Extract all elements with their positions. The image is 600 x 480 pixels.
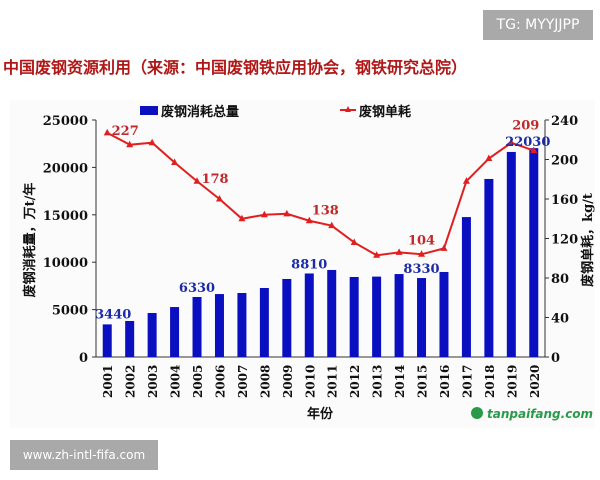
x-tick-label: 2014	[393, 365, 407, 398]
y-tick-label: 0	[79, 351, 88, 366]
line-value-label: 209	[512, 119, 539, 134]
line-marker-2012	[350, 238, 358, 245]
y-tick-label: 20000	[43, 161, 88, 176]
x-tick-label: 2017	[460, 365, 474, 398]
line-marker-2011	[328, 221, 336, 229]
legend-line-marker	[345, 106, 351, 112]
source-logo: tanpaifang.com	[487, 407, 593, 421]
line-marker-2007	[238, 214, 246, 222]
tanpaifang-logo-icon	[471, 407, 483, 419]
line-marker-2002	[126, 140, 134, 148]
line-value-label: 227	[112, 124, 139, 139]
bar-value-label: 6330	[179, 281, 215, 296]
x-tick-label: 2006	[213, 365, 227, 398]
line-marker-2020	[530, 146, 538, 154]
x-tick-label: 2007	[236, 365, 250, 398]
line-marker-2015	[418, 250, 426, 257]
y2-tick-label: 160	[551, 193, 578, 208]
bar-2011	[327, 269, 337, 357]
watermark-bottom: www.zh-intl-fifa.com	[10, 440, 158, 470]
y2-tick-label: 120	[551, 233, 578, 248]
line-marker-2006	[215, 195, 223, 202]
line-marker-2009	[283, 209, 291, 217]
x-tick-label: 2020	[528, 365, 542, 398]
bar-2020	[529, 148, 539, 357]
x-tick-label: 2001	[101, 365, 115, 398]
legend-bar-label: 废钢消耗总量	[161, 104, 239, 120]
watermark-top: TG: MYYJJPP	[483, 10, 593, 40]
bar-2010	[304, 273, 314, 357]
line-marker-2010	[305, 216, 313, 224]
x-tick-label: 2010	[303, 365, 317, 398]
bar-2006	[214, 294, 224, 357]
x-tick-label: 2002	[124, 365, 138, 398]
line-marker-2004	[171, 158, 179, 165]
bar-2009	[282, 278, 292, 357]
x-tick-label: 2016	[438, 365, 452, 398]
bar-2012	[349, 276, 359, 357]
line-marker-2014	[395, 248, 403, 255]
line-marker-2013	[373, 251, 381, 258]
legend-line-label: 废钢单耗	[359, 104, 411, 120]
x-tick-label: 2009	[281, 365, 295, 398]
bar-value-label: 3440	[95, 307, 131, 322]
bar-2017	[461, 217, 471, 357]
y-tick-label: 10000	[43, 256, 88, 271]
line-marker-2003	[148, 138, 156, 146]
bar-2005	[192, 296, 202, 357]
legend-bar-swatch	[140, 106, 158, 115]
bar-2004	[170, 307, 180, 357]
y2-tick-label: 200	[551, 154, 578, 169]
x-tick-label: 2013	[371, 365, 385, 398]
x-tick-label: 2012	[348, 365, 362, 398]
bar-2003	[147, 313, 157, 357]
bar-value-label: 8330	[403, 262, 439, 277]
y2-tick-label: 240	[551, 114, 578, 129]
bar-2019	[506, 151, 516, 357]
y-tick-label: 15000	[43, 209, 88, 224]
bar-2013	[372, 276, 382, 357]
line-value-label: 138	[312, 204, 339, 219]
y2-tick-label: 80	[551, 272, 569, 287]
line-value-label: 178	[201, 172, 228, 187]
x-tick-label: 2018	[483, 365, 497, 398]
y-axis-title: 废钢消耗量，万t/年	[22, 183, 38, 298]
y2-tick-label: 0	[551, 351, 560, 366]
y-tick-label: 5000	[52, 304, 88, 319]
line-marker-2017	[462, 177, 470, 184]
line-marker-2018	[485, 154, 493, 162]
x-tick-label: 2015	[416, 365, 430, 398]
x-tick-label: 2005	[191, 365, 205, 398]
bar-value-label: 22030	[505, 135, 550, 150]
bar-2002	[125, 320, 135, 357]
x-axis-title: 年份	[307, 406, 334, 422]
x-tick-label: 2011	[326, 365, 340, 398]
bar-2001	[102, 324, 112, 357]
x-tick-label: 2008	[258, 365, 272, 398]
y-tick-label: 25000	[43, 114, 88, 129]
x-tick-label: 2019	[505, 365, 519, 398]
line-marker-2019	[507, 138, 515, 146]
line-marker-2016	[440, 244, 448, 251]
page-title: 中国废钢资源利用（来源：中国废钢铁应用协会，钢铁研究总院）	[3, 58, 468, 77]
x-tick-label: 2004	[169, 365, 183, 398]
bar-2008	[259, 287, 269, 357]
bar-2018	[484, 178, 494, 357]
line-marker-2001	[103, 128, 111, 136]
x-tick-label: 2003	[146, 365, 160, 398]
bar-2016	[439, 271, 449, 357]
y2-tick-label: 40	[551, 312, 569, 327]
line-value-label: 104	[408, 233, 435, 248]
y2-axis-title: 废钢单耗，kg/t	[580, 193, 596, 287]
chart-background	[10, 100, 595, 428]
bar-2007	[237, 293, 247, 357]
bar-2015	[417, 278, 427, 357]
line-marker-2008	[260, 210, 268, 218]
line-marker-2005	[193, 177, 201, 184]
bar-value-label: 8810	[291, 257, 327, 272]
bar-2014	[394, 274, 404, 357]
unit-consumption-line	[106, 131, 535, 257]
